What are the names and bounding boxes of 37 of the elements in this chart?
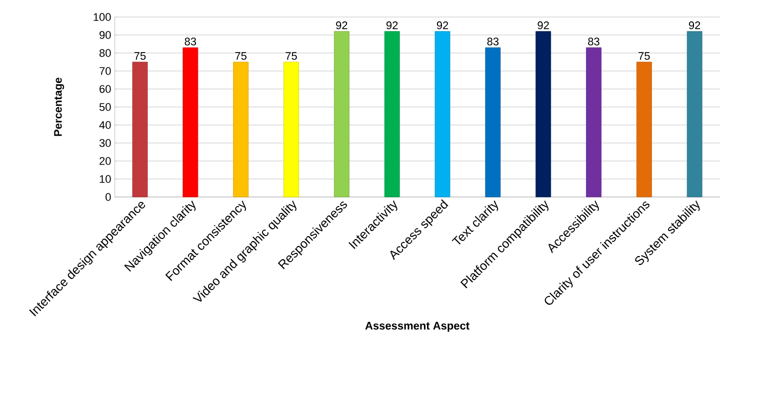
- data-label: 83: [184, 38, 196, 46]
- y-axis-title: Percentage: [54, 78, 64, 136]
- y-tick-label: 20: [100, 157, 111, 165]
- y-tick-label: 50: [99, 103, 111, 111]
- y-tick-label: 80: [100, 49, 111, 57]
- bar: [132, 62, 148, 198]
- data-label: 83: [487, 38, 499, 46]
- y-tick-label: 70: [100, 67, 111, 75]
- data-label: 75: [638, 52, 650, 60]
- data-label: 75: [235, 52, 246, 60]
- data-label: 92: [688, 21, 700, 30]
- y-tick-label: 0: [106, 193, 111, 201]
- bar: [536, 31, 552, 198]
- y-tick-label: 10: [100, 175, 111, 183]
- data-label: 92: [386, 21, 398, 30]
- bar: [686, 31, 702, 198]
- y-tick-label: 60: [100, 85, 111, 93]
- x-axis-title: Assessment Aspect: [365, 322, 470, 332]
- bar: [182, 47, 198, 198]
- data-label: 92: [538, 21, 549, 30]
- y-tick-label: 40: [99, 121, 111, 129]
- bar: [485, 47, 501, 198]
- bar: [586, 47, 602, 198]
- data-label: 75: [286, 52, 297, 60]
- data-label: 92: [436, 21, 448, 30]
- data-label: 75: [134, 52, 146, 60]
- data-label: 92: [336, 21, 348, 30]
- y-tick-label: 100: [94, 13, 111, 21]
- y-tick-label: 30: [99, 139, 111, 147]
- bar: [434, 31, 450, 198]
- y-tick-label: 90: [100, 31, 111, 39]
- bar: [636, 62, 652, 198]
- bar: [334, 31, 350, 198]
- data-label: 83: [588, 38, 600, 46]
- bar: [233, 62, 249, 198]
- bar: [284, 62, 299, 198]
- bar: [384, 31, 400, 198]
